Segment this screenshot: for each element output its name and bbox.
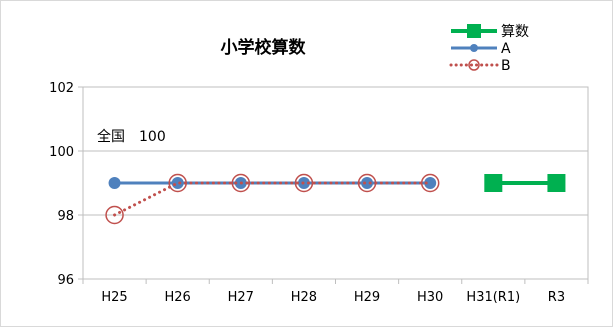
data-point	[484, 174, 503, 192]
data-point	[361, 177, 374, 189]
x-tick-label: H25	[101, 290, 127, 305]
legend-label: 算数	[501, 24, 529, 40]
x-tick-label: H29	[354, 290, 380, 305]
data-point	[294, 173, 314, 193]
legend-item: 算数	[451, 24, 529, 40]
legend-label: A	[501, 41, 511, 57]
x-tick-label: H30	[417, 290, 443, 305]
x-tick-label: H27	[228, 290, 254, 305]
x-tick-label: R3	[548, 290, 565, 305]
data-point	[231, 173, 251, 193]
x-tick-label: H31(R1)	[466, 290, 520, 305]
y-tick-label: 100	[49, 145, 74, 160]
legend-marker	[467, 24, 481, 38]
chart-title: 小学校算数	[221, 37, 307, 58]
data-point	[171, 177, 184, 189]
annotation-national-average: 全国 100	[97, 128, 166, 145]
y-tick-label: 96	[57, 273, 74, 288]
y-tick-label: 98	[57, 209, 74, 224]
legend-item: A	[451, 41, 511, 57]
data-point	[357, 173, 377, 193]
series-0	[484, 174, 566, 192]
x-tick-label: H28	[291, 290, 317, 305]
y-tick-label: 102	[49, 81, 74, 96]
data-point	[420, 173, 440, 193]
legend-marker	[468, 59, 480, 71]
data-point	[424, 177, 437, 189]
data-point	[105, 205, 124, 225]
x-tick-label: H26	[165, 290, 191, 305]
legend-marker	[470, 44, 478, 52]
legend-item: B	[449, 58, 511, 74]
series-1	[108, 177, 437, 189]
data-point	[547, 174, 566, 192]
series-2	[105, 173, 440, 225]
legend-label: B	[501, 58, 511, 74]
data-point	[108, 177, 121, 189]
data-point	[168, 173, 187, 193]
